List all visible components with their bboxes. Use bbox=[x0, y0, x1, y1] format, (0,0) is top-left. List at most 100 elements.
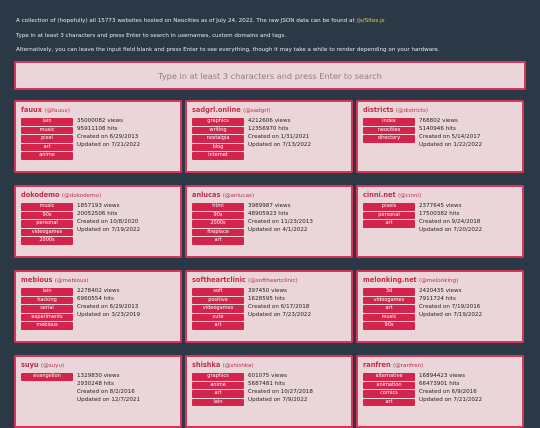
tag-button[interactable]: comics bbox=[363, 390, 415, 398]
tag-button[interactable]: anime bbox=[21, 152, 73, 160]
site-title-link[interactable]: anlucas (@anlucas) bbox=[192, 191, 254, 199]
site-name: softheartclinic bbox=[192, 276, 246, 284]
tag-button[interactable]: art bbox=[363, 305, 415, 313]
stat-created: Created on 8/2/2016 bbox=[77, 389, 135, 395]
site-stats: 1329830 views 2930248 hits Created on 8/2/… bbox=[77, 372, 140, 404]
tag-button[interactable]: fireplace bbox=[192, 228, 244, 236]
site-card: fauux (@fauux) lain music pixel art anime 3500… bbox=[14, 100, 182, 173]
tag-button[interactable]: cute bbox=[192, 313, 244, 321]
tag-button[interactable]: music bbox=[363, 313, 415, 321]
tag-button[interactable]: blog bbox=[192, 143, 244, 151]
tag-button[interactable]: videogames bbox=[21, 228, 73, 236]
tag-button[interactable]: serial bbox=[21, 305, 73, 313]
tag-button[interactable]: internet bbox=[192, 152, 244, 160]
site-title-link[interactable]: dokodemo (@dokodemo) bbox=[21, 191, 101, 199]
site-title-link[interactable]: suyu (@suyu) bbox=[21, 361, 64, 369]
site-username: (@anlucas) bbox=[222, 193, 255, 199]
site-title-link[interactable]: ranfren (@ranfren) bbox=[363, 361, 423, 369]
site-title-link[interactable]: districts (@districts) bbox=[363, 106, 428, 114]
tag-button[interactable]: art bbox=[21, 143, 73, 151]
intro-line-3: Alternatively, you can leave the input f… bbox=[16, 47, 440, 53]
tag-button[interactable]: hacking bbox=[21, 296, 73, 304]
stat-created: Created on 10/8/2020 bbox=[77, 219, 139, 225]
stat-hits: 5687481 hits bbox=[248, 381, 285, 387]
stat-created: Created on 6/17/2018 bbox=[248, 304, 310, 310]
stat-views: 768802 views bbox=[419, 118, 458, 124]
tag-button[interactable]: lain bbox=[21, 118, 73, 126]
tag-button[interactable]: 3d bbox=[363, 288, 415, 296]
tag-button[interactable]: 90s bbox=[363, 322, 415, 330]
site-username: (@dokodemo) bbox=[61, 193, 102, 199]
site-name: fauux bbox=[21, 106, 42, 114]
tag-button[interactable]: music bbox=[21, 203, 73, 211]
tag-button[interactable]: music bbox=[21, 126, 73, 134]
site-card: dokodemo (@dokodemo) music 90s personal vide… bbox=[14, 185, 182, 258]
stat-updated: Updated on 7/21/2022 bbox=[419, 397, 483, 403]
stat-hits: 1628595 hits bbox=[248, 296, 285, 302]
stat-views: 2420435 views bbox=[419, 288, 462, 294]
tag-button[interactable]: 90s bbox=[21, 211, 73, 219]
tag-button[interactable]: graphics bbox=[192, 118, 244, 126]
tag-button[interactable]: personal bbox=[363, 211, 415, 219]
site-name: mebious bbox=[21, 276, 53, 284]
site-title-link[interactable]: fauux (@fauux) bbox=[21, 106, 70, 114]
raw-json-link[interactable]: /js/Sites.js bbox=[356, 18, 385, 24]
site-title-link[interactable]: mebious (@mebious) bbox=[21, 276, 89, 284]
tag-button[interactable]: art bbox=[192, 390, 244, 398]
tag-button[interactable]: mebious bbox=[21, 322, 73, 330]
site-title-link[interactable]: softheartclinic (@softheartclinic) bbox=[192, 276, 298, 284]
stat-created: Created on 6/29/2013 bbox=[77, 134, 139, 140]
tag-button[interactable]: pixels bbox=[363, 203, 415, 211]
tag-button[interactable]: graphics bbox=[192, 373, 244, 381]
tag-list: lain hacking serial experiments mebious bbox=[21, 288, 73, 331]
stat-created: Created on 6/9/2016 bbox=[419, 389, 477, 395]
tag-button[interactable]: art bbox=[363, 220, 415, 228]
tag-button[interactable]: animation bbox=[363, 381, 415, 389]
tag-button[interactable]: art bbox=[192, 322, 244, 330]
tag-button[interactable]: art bbox=[363, 398, 415, 406]
tag-button[interactable]: html bbox=[192, 203, 244, 211]
tag-button[interactable]: nostalgia bbox=[192, 135, 244, 143]
tag-button[interactable]: lain bbox=[192, 398, 244, 406]
site-title-link[interactable]: melonking.net (@melonking) bbox=[363, 276, 458, 284]
tag-button[interactable]: pixel bbox=[21, 135, 73, 143]
tag-button[interactable]: alternative bbox=[363, 373, 415, 381]
tag-button[interactable]: lain bbox=[21, 288, 73, 296]
site-username: (@sadgrl) bbox=[243, 108, 271, 114]
tag-list: graphics writing nostalgia blog internet bbox=[192, 118, 244, 161]
site-name: cinni.net bbox=[363, 191, 396, 199]
intro-text-1: A collection of (hopefully) all 15773 we… bbox=[16, 18, 355, 24]
tag-button[interactable]: soft bbox=[192, 288, 244, 296]
tag-button[interactable]: evangelion bbox=[21, 373, 73, 381]
stat-hits: 20052506 hits bbox=[77, 211, 118, 217]
stat-hits: 2930248 hits bbox=[77, 381, 114, 387]
tag-button[interactable]: art bbox=[192, 237, 244, 245]
stat-views: 3989987 views bbox=[248, 203, 291, 209]
site-card: melonking.net (@melonking) 3d videogames ar… bbox=[356, 270, 524, 343]
tag-button[interactable]: 2000s bbox=[192, 220, 244, 228]
site-title-link[interactable]: cinni.net (@cinni) bbox=[363, 191, 421, 199]
tag-button[interactable]: experiments bbox=[21, 313, 73, 321]
site-stats: 601075 views 5687481 hits Created on 10/27… bbox=[248, 372, 313, 404]
site-name: melonking.net bbox=[363, 276, 417, 284]
site-card: anlucas (@anlucas) html 90s 2000s fireplace a… bbox=[185, 185, 353, 258]
site-title-link[interactable]: shishka (@shishka) bbox=[192, 361, 254, 369]
search-input[interactable] bbox=[14, 61, 526, 90]
tag-button[interactable]: 90s bbox=[192, 211, 244, 219]
stat-created: Created on 6/29/2013 bbox=[77, 304, 139, 310]
site-stats: 16894423 views 66473901 hits Created on 6/… bbox=[419, 372, 482, 404]
tag-button[interactable]: positive bbox=[192, 296, 244, 304]
tag-list: 3d videogames art music 90s bbox=[363, 288, 415, 331]
stat-created: Created on 1/31/2021 bbox=[248, 134, 310, 140]
tag-button[interactable]: directory bbox=[363, 135, 415, 143]
tag-button[interactable]: index bbox=[363, 118, 415, 126]
tag-button[interactable]: neocities bbox=[363, 126, 415, 134]
tag-button[interactable]: videogames bbox=[192, 305, 244, 313]
tag-button[interactable]: personal bbox=[21, 220, 73, 228]
tag-button[interactable]: 2000s bbox=[21, 237, 73, 245]
tag-button[interactable]: writing bbox=[192, 126, 244, 134]
site-title-link[interactable]: sadgrl.online (@sadgrl) bbox=[192, 106, 270, 114]
tag-button[interactable]: anime bbox=[192, 381, 244, 389]
stat-views: 2377645 views bbox=[419, 203, 462, 209]
tag-button[interactable]: videogames bbox=[363, 296, 415, 304]
